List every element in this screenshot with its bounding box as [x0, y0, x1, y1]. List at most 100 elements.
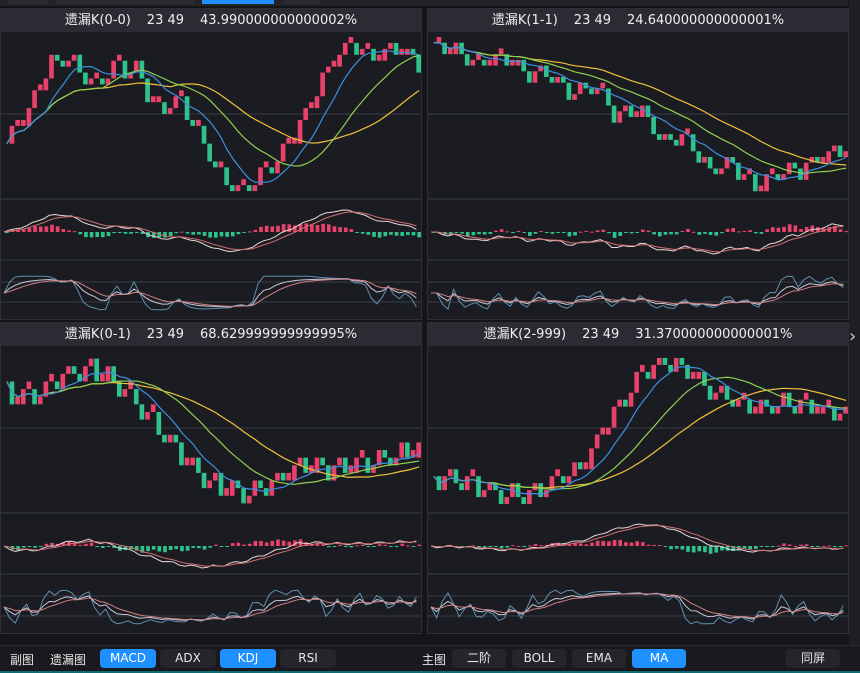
macd-bar [202, 546, 207, 550]
candle [252, 480, 258, 496]
macd-bar [151, 546, 156, 550]
macd-bar [394, 546, 399, 547]
chart-panel[interactable]: 遗漏K(2-999) 23 49 31.370000000000001% [427, 322, 849, 634]
candle [736, 399, 741, 407]
missing-chart-button[interactable]: 遗漏图 [50, 653, 87, 667]
macd-bar [27, 228, 32, 232]
kline-chart[interactable] [1, 346, 421, 633]
candle [640, 364, 645, 372]
macd-bar [635, 232, 639, 233]
macd-bar [315, 542, 320, 546]
macd-bar [550, 232, 555, 234]
candle [487, 483, 493, 491]
macd-bar [247, 231, 252, 233]
candle [747, 399, 752, 414]
macd-bar [21, 546, 26, 548]
kline-chart[interactable] [428, 346, 848, 633]
candle [707, 157, 713, 169]
chevron-right-icon[interactable]: › [849, 326, 857, 347]
adx-button[interactable]: ADX [160, 649, 216, 668]
chart-panel[interactable]: 遗漏K(1-1) 23 49 24.640000000000001% [427, 8, 849, 320]
macd-bar [742, 546, 747, 549]
candle [49, 54, 54, 79]
candle [549, 77, 555, 83]
panel-title: 遗漏K(1-1) [491, 13, 558, 28]
candle [128, 72, 133, 79]
macd-bar [197, 232, 201, 235]
macd-bar [208, 546, 212, 548]
macd-button[interactable]: MACD [100, 649, 156, 668]
macd-bar [669, 546, 673, 550]
ma-button[interactable]: MA [632, 649, 686, 668]
macd-bar [259, 226, 263, 232]
macd-bar [816, 546, 820, 547]
macd-bar [264, 542, 269, 546]
macd-bar [372, 546, 376, 547]
same-screen-button[interactable]: 同屏 [786, 649, 840, 668]
macd-bar [197, 546, 201, 549]
macd-bar [708, 232, 713, 235]
candle [651, 364, 656, 379]
macd-bar [516, 545, 521, 547]
panel-percent: 24.640000000000001% [627, 13, 785, 28]
chart-panel[interactable]: 遗漏K(0-1) 23 49 68.629999999999995% [0, 322, 422, 634]
macd-bar [460, 232, 464, 234]
macd-bar [191, 546, 196, 548]
candle [71, 54, 77, 61]
macd-bar [134, 546, 139, 551]
candle [724, 385, 730, 400]
candle [690, 371, 696, 379]
macd-bar [748, 230, 752, 232]
candle [359, 48, 365, 55]
candle [286, 472, 292, 481]
kdj-button[interactable]: KDJ [220, 649, 276, 668]
macd-bar [293, 540, 297, 546]
top-tab[interactable] [284, 0, 320, 4]
macd-bar [499, 546, 504, 549]
top-tab[interactable] [56, 0, 194, 4]
boll-button[interactable]: BOLL [512, 649, 566, 668]
macd-bar [27, 546, 32, 547]
top-tab[interactable] [8, 0, 48, 4]
candle [167, 434, 173, 443]
macd-bar [106, 546, 111, 547]
candle [798, 399, 803, 414]
macd-bar [539, 545, 543, 547]
macd-bar [511, 545, 515, 547]
macd-bar [731, 546, 736, 551]
candle [224, 488, 229, 496]
candle [662, 134, 668, 140]
rsi-button[interactable]: RSI [280, 649, 336, 668]
macd-bar [624, 542, 628, 546]
macd-bar [151, 232, 156, 238]
kline-chart[interactable] [1, 32, 421, 319]
macd-bar [641, 542, 645, 546]
second-order-button[interactable]: 二阶 [452, 649, 506, 668]
candle [775, 406, 781, 414]
chart-panel[interactable]: 遗漏K(0-0) 23 49 43.990000000000002% [0, 8, 422, 320]
ema-button[interactable]: EMA [572, 649, 626, 668]
macd-bar [787, 224, 792, 232]
candle [280, 143, 286, 162]
candle [100, 373, 105, 382]
macd-dea-line [3, 540, 417, 567]
candle [196, 457, 201, 473]
candle [617, 399, 623, 407]
candle [325, 66, 331, 73]
macd-bar [225, 232, 229, 237]
panel-time: 23 49 [146, 327, 185, 342]
macd-bar [400, 232, 405, 236]
macd-bar [488, 232, 493, 234]
macd-bar [753, 546, 758, 549]
macd-bar [366, 232, 371, 235]
candle [213, 161, 218, 168]
macd-bar [417, 544, 421, 546]
top-tab-active[interactable] [202, 0, 274, 4]
macd-bar [759, 232, 764, 234]
macd-bar [482, 232, 487, 235]
macd-bar [355, 232, 359, 233]
panel-title: 遗漏K(2-999) [483, 327, 567, 342]
candle [436, 37, 442, 43]
macd-bar [349, 229, 354, 232]
kline-chart[interactable] [428, 32, 848, 319]
